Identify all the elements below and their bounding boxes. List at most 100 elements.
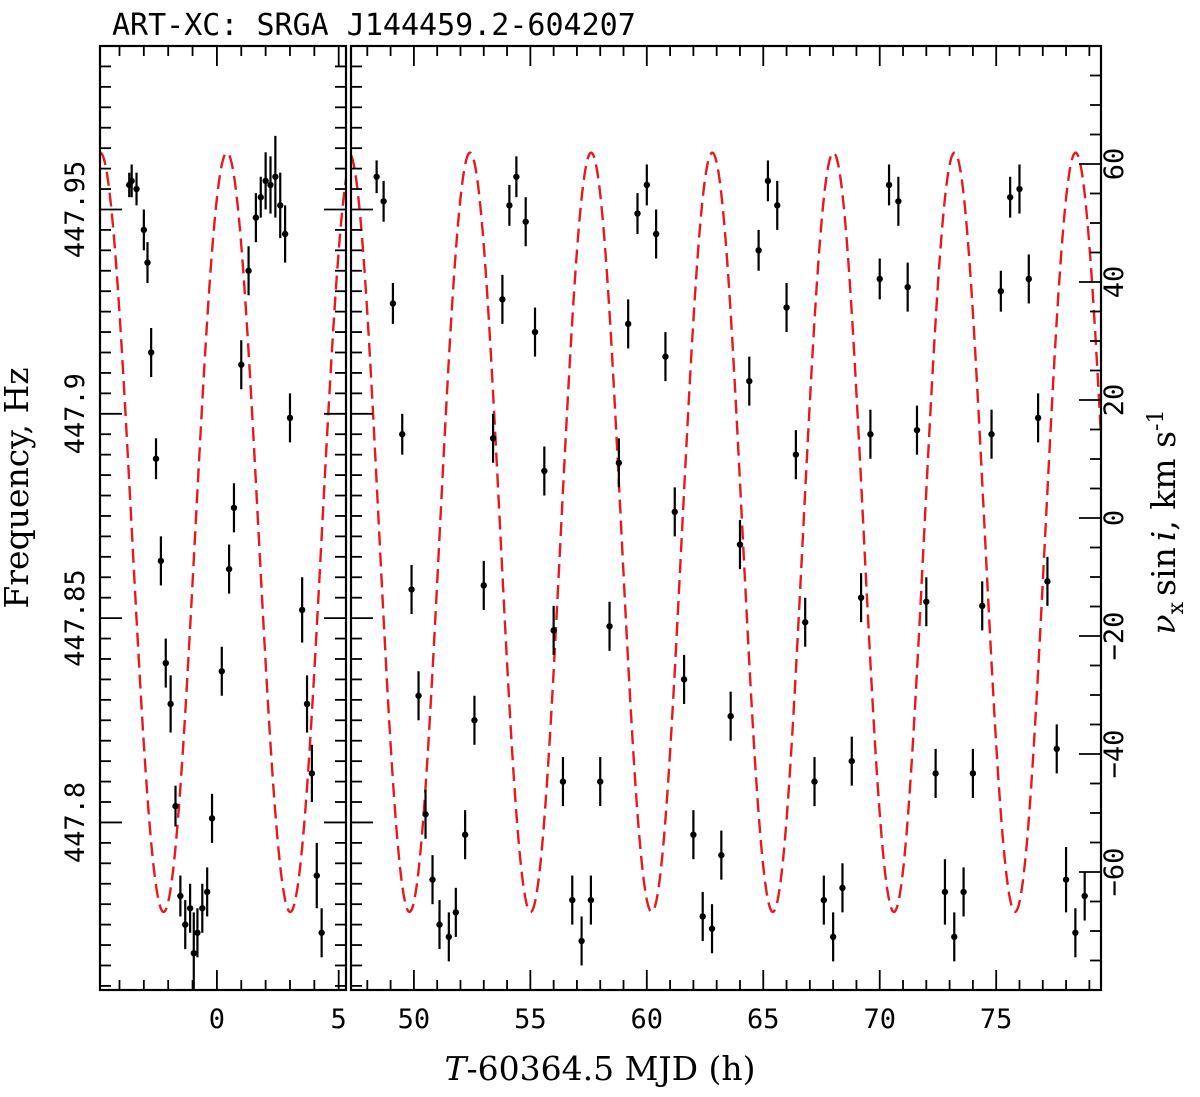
data-point [318, 929, 325, 936]
data-point [848, 757, 855, 765]
left-panel [100, 135, 346, 990]
y-axis-label-right: νx sin i, km s-1 [1144, 410, 1189, 635]
data-point [774, 202, 781, 209]
data-point [140, 226, 148, 234]
x-axis-label-rest: -60364.5 MJD (h) [466, 1049, 755, 1088]
data-point [578, 937, 585, 945]
data-point [408, 586, 415, 593]
data-point [699, 913, 706, 920]
data-point [941, 888, 949, 896]
y-tick-label-right: −60 [1099, 848, 1130, 897]
x-tick-label: 65 [747, 1004, 780, 1035]
data-point [286, 414, 294, 422]
model-curve-left [100, 151, 346, 914]
data-point [313, 872, 320, 879]
data-point [399, 431, 406, 438]
x-tick-label: 5 [331, 1004, 347, 1035]
data-point [624, 320, 632, 328]
data-point [262, 177, 269, 185]
y-tick-label-right: −20 [1099, 612, 1130, 661]
data-point [257, 194, 264, 201]
data-point [690, 831, 697, 838]
data-point [389, 300, 397, 307]
data-point [615, 459, 623, 467]
x-tick-label: 60 [631, 1004, 664, 1035]
y-axis-label-right-sin: sin [1144, 547, 1183, 596]
data-point [1025, 275, 1032, 283]
data-point [1081, 892, 1088, 900]
data-point [429, 876, 436, 883]
data-point [380, 198, 387, 205]
data-point [969, 770, 977, 777]
data-point [1006, 194, 1014, 201]
data-point [1062, 876, 1070, 883]
data-point [913, 426, 921, 434]
data-point [839, 884, 846, 892]
data-point [801, 619, 809, 626]
model-curve-right [351, 151, 1101, 914]
x-tick-label: 75 [980, 1004, 1013, 1035]
data-point [230, 504, 238, 511]
data-point [559, 778, 567, 785]
data-point [904, 283, 911, 291]
data-point [811, 778, 818, 785]
y-tick-label-right: 0 [1099, 510, 1130, 526]
data-point [1072, 929, 1079, 936]
data-point [662, 353, 669, 360]
data-point [643, 181, 651, 189]
data-point [373, 173, 380, 180]
data-point [1016, 185, 1023, 193]
data-point [208, 815, 216, 822]
data-point [461, 831, 469, 838]
data-point [182, 921, 189, 928]
data-point [550, 627, 557, 634]
y-tick-label-right: 20 [1099, 384, 1130, 417]
data-point [238, 361, 245, 368]
data-point [764, 177, 772, 185]
data-point [979, 602, 986, 610]
data-point [541, 467, 548, 475]
data-point [499, 296, 506, 303]
y-tick-label-left: 447.8 [60, 782, 91, 863]
data-point [133, 185, 140, 193]
data-point [531, 328, 539, 336]
data-point [489, 435, 497, 442]
data-point [569, 896, 576, 904]
data-point [190, 950, 197, 957]
x-tick-label: 55 [514, 1004, 547, 1035]
data-point [997, 287, 1005, 295]
data-point [708, 925, 716, 932]
data-point [452, 909, 460, 916]
data-point [932, 770, 939, 777]
y-tick-label-left: 447.9 [60, 373, 91, 454]
y-axis-label-right-i: i [1144, 531, 1183, 542]
data-point [298, 606, 306, 614]
data-point [857, 594, 865, 601]
data-point [634, 210, 641, 217]
data-point [303, 700, 311, 708]
data-point [885, 181, 893, 189]
data-point [506, 202, 513, 209]
data-point [281, 230, 289, 238]
right-panel [351, 151, 1101, 966]
data-point [152, 455, 160, 462]
y-tick-label-left: 447.95 [60, 161, 91, 259]
axes: 0 5 50 55 60 65 70 75 447.8 447.85 447.9 447.95 −60 −… [60, 44, 1130, 1035]
data-point [792, 451, 800, 458]
data-point [513, 173, 520, 180]
data-point [1053, 745, 1060, 753]
data-point [783, 304, 790, 311]
data-point [203, 888, 211, 896]
data-point [1044, 578, 1051, 585]
data-point [267, 181, 274, 189]
data-point [606, 623, 613, 630]
data-point [960, 888, 967, 896]
data-point [736, 541, 744, 548]
data-point [172, 802, 179, 810]
plot-frame-right [349, 44, 1103, 992]
data-point [727, 712, 734, 720]
data-point [1034, 414, 1042, 422]
data-point [895, 198, 902, 205]
y-axis-label-right-exp: -1 [1144, 410, 1169, 431]
data-point [867, 431, 874, 438]
